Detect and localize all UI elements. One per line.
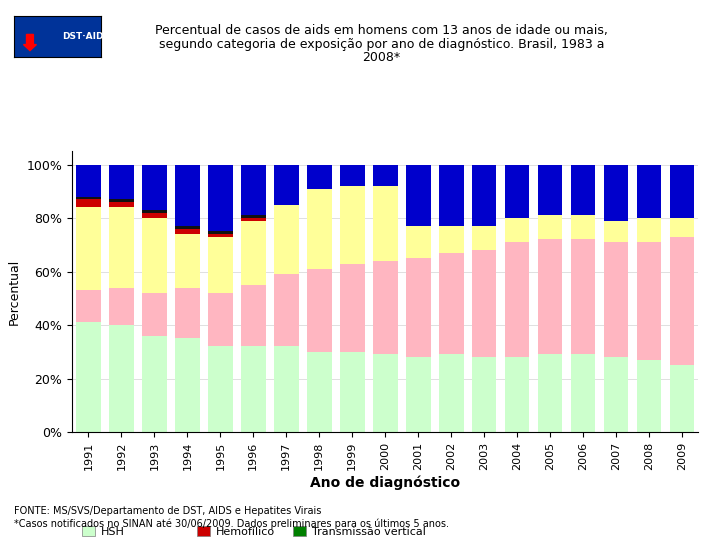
Bar bbox=[571, 215, 595, 239]
Bar bbox=[538, 239, 562, 354]
Bar bbox=[175, 339, 199, 432]
Bar bbox=[603, 242, 629, 357]
Bar bbox=[406, 165, 431, 226]
Bar bbox=[274, 274, 299, 347]
Bar bbox=[307, 352, 332, 432]
Bar bbox=[208, 293, 233, 347]
Bar bbox=[603, 221, 629, 242]
Text: DST·AIDS: DST·AIDS bbox=[62, 32, 110, 41]
Bar bbox=[142, 213, 167, 218]
Bar bbox=[670, 218, 694, 237]
Bar bbox=[241, 215, 266, 218]
Text: segundo categoria de exposição por ano de diagnóstico. Brasil, 1983 a: segundo categoria de exposição por ano d… bbox=[159, 38, 604, 51]
Text: Percentual de casos de aids em homens com 13 anos de idade ou mais,: Percentual de casos de aids em homens co… bbox=[156, 24, 608, 37]
Bar bbox=[636, 242, 661, 360]
Bar bbox=[636, 360, 661, 432]
Bar bbox=[109, 199, 134, 202]
Bar bbox=[274, 347, 299, 432]
Bar bbox=[109, 165, 134, 199]
Bar bbox=[406, 258, 431, 357]
Bar bbox=[175, 229, 199, 234]
Bar bbox=[76, 322, 101, 432]
X-axis label: Ano de diagnóstico: Ano de diagnóstico bbox=[310, 476, 460, 490]
Bar bbox=[472, 226, 497, 250]
Bar bbox=[670, 365, 694, 432]
Bar bbox=[505, 357, 529, 432]
Bar bbox=[438, 226, 464, 253]
Bar bbox=[142, 293, 167, 336]
Bar bbox=[603, 165, 629, 221]
Bar bbox=[175, 165, 199, 226]
Y-axis label: Percentual: Percentual bbox=[8, 259, 21, 325]
Bar bbox=[241, 221, 266, 285]
Bar bbox=[241, 218, 266, 221]
Legend: HSH, Heterossexual, UDI, Hemofílico, Transfusão, Transmissão vertical, Ignorado: HSH, Heterossexual, UDI, Hemofílico, Tra… bbox=[78, 522, 430, 540]
Bar bbox=[76, 197, 101, 199]
Bar bbox=[307, 165, 332, 188]
Bar bbox=[274, 165, 299, 205]
Bar bbox=[373, 165, 397, 186]
Text: 2008*: 2008* bbox=[363, 51, 400, 64]
Bar bbox=[472, 165, 497, 226]
FancyArrow shape bbox=[24, 35, 37, 51]
Bar bbox=[241, 285, 266, 347]
Bar bbox=[340, 186, 364, 264]
Bar bbox=[603, 357, 629, 432]
Bar bbox=[438, 253, 464, 354]
Bar bbox=[438, 165, 464, 226]
Bar bbox=[142, 218, 167, 293]
Bar bbox=[274, 205, 299, 274]
Bar bbox=[142, 210, 167, 213]
Bar bbox=[373, 261, 397, 354]
Bar bbox=[505, 242, 529, 357]
Bar bbox=[109, 207, 134, 288]
Bar bbox=[571, 354, 595, 432]
Bar bbox=[406, 226, 431, 258]
Bar bbox=[175, 234, 199, 288]
Bar bbox=[571, 165, 595, 215]
Bar bbox=[142, 336, 167, 432]
Bar bbox=[438, 354, 464, 432]
Text: *Casos notificados no SINAN até 30/06/2009. Dados preliminares para os últimos 5: *Casos notificados no SINAN até 30/06/20… bbox=[14, 519, 449, 529]
Bar bbox=[340, 264, 364, 352]
Bar bbox=[109, 325, 134, 432]
Bar bbox=[505, 165, 529, 218]
Bar bbox=[670, 165, 694, 218]
Bar bbox=[76, 199, 101, 207]
Bar bbox=[538, 354, 562, 432]
Bar bbox=[373, 186, 397, 261]
Bar bbox=[76, 291, 101, 322]
Bar bbox=[208, 237, 233, 293]
Bar bbox=[340, 352, 364, 432]
Bar bbox=[571, 239, 595, 354]
Bar bbox=[307, 188, 332, 269]
Bar bbox=[76, 165, 101, 197]
Bar bbox=[241, 165, 266, 215]
Bar bbox=[241, 347, 266, 432]
Bar bbox=[109, 202, 134, 207]
Bar bbox=[76, 207, 101, 291]
Bar bbox=[307, 269, 332, 352]
Bar bbox=[670, 237, 694, 365]
Text: FONTE: MS/SVS/Departamento de DST, AIDS e Hepatites Virais: FONTE: MS/SVS/Departamento de DST, AIDS … bbox=[14, 505, 322, 516]
Bar bbox=[208, 347, 233, 432]
Bar bbox=[208, 165, 233, 232]
Bar bbox=[538, 165, 562, 215]
Bar bbox=[175, 288, 199, 339]
Bar bbox=[472, 250, 497, 357]
Bar bbox=[175, 226, 199, 229]
Bar bbox=[636, 218, 661, 242]
Bar bbox=[406, 357, 431, 432]
Bar bbox=[340, 165, 364, 186]
Bar bbox=[373, 354, 397, 432]
Bar bbox=[505, 218, 529, 242]
Bar bbox=[538, 215, 562, 239]
Bar bbox=[636, 165, 661, 218]
Bar bbox=[208, 232, 233, 234]
Bar bbox=[109, 288, 134, 325]
Bar bbox=[142, 165, 167, 210]
Bar bbox=[208, 234, 233, 237]
Bar bbox=[472, 357, 497, 432]
